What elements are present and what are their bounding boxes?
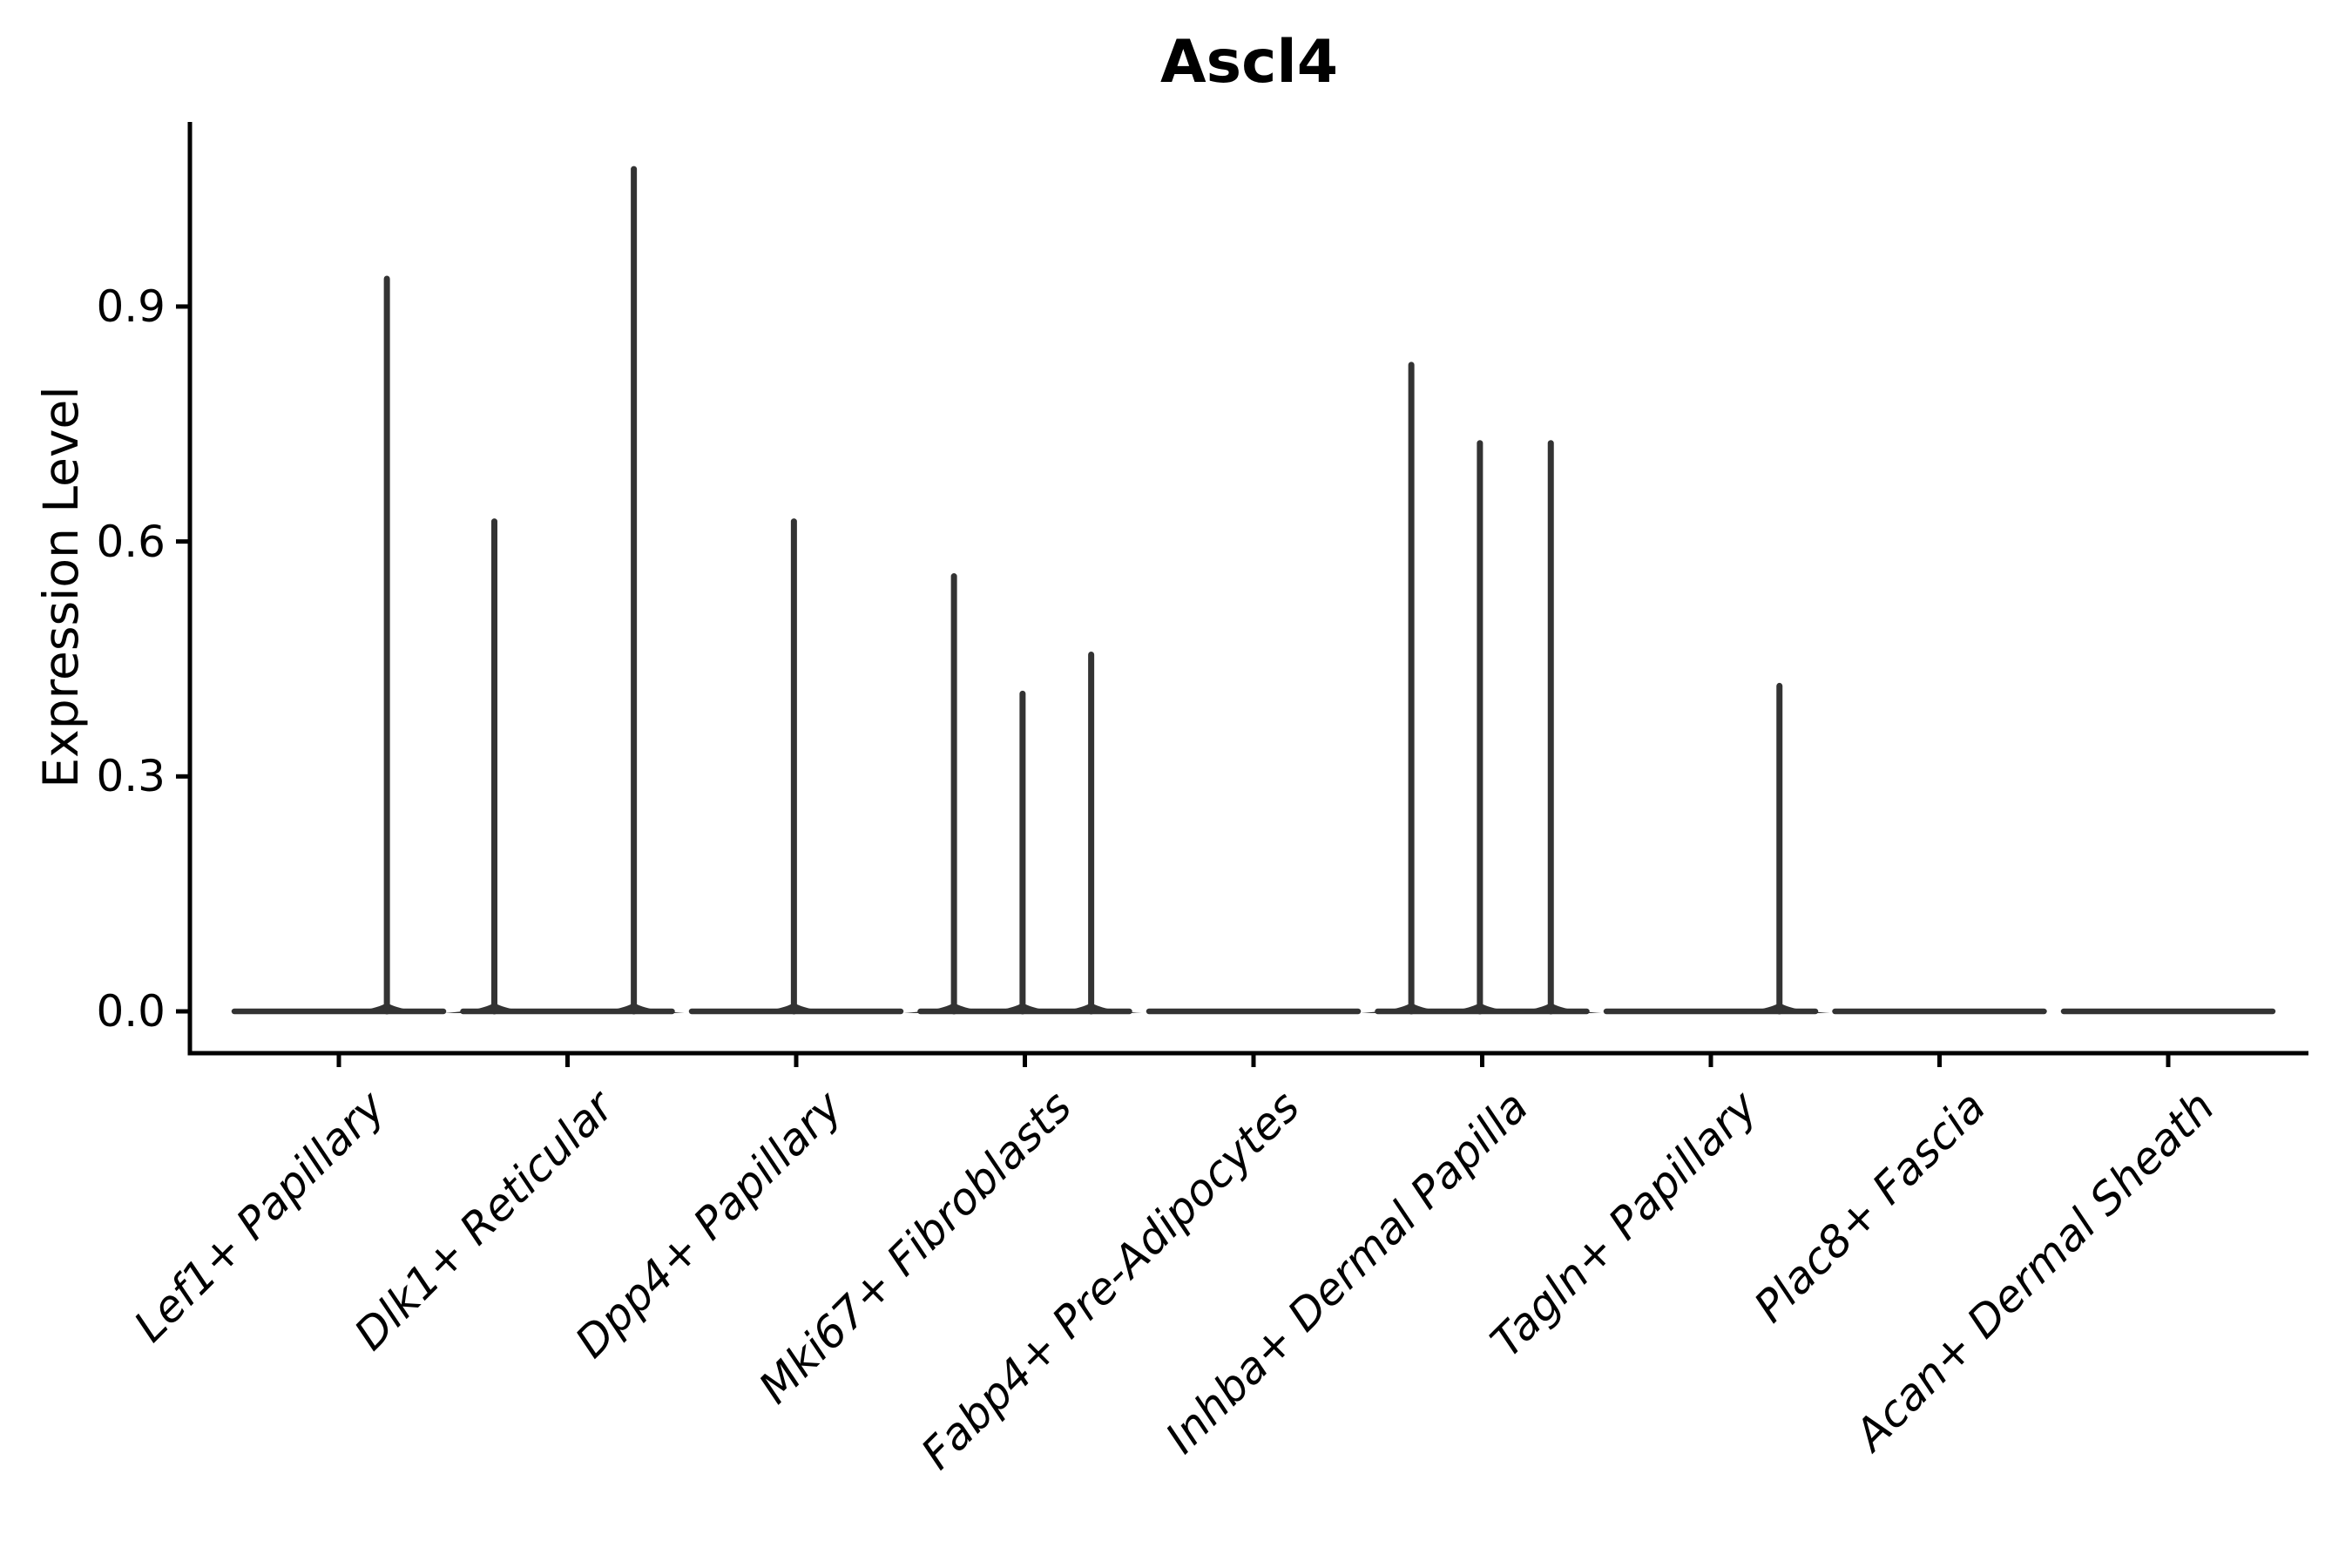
- y-tick-label: 0.0: [96, 986, 166, 1037]
- y-tick-label: 0.3: [96, 751, 166, 802]
- chart-title: Ascl4: [1159, 28, 1339, 97]
- y-tick-label: 0.9: [96, 280, 166, 332]
- y-tick-label: 0.6: [96, 516, 166, 567]
